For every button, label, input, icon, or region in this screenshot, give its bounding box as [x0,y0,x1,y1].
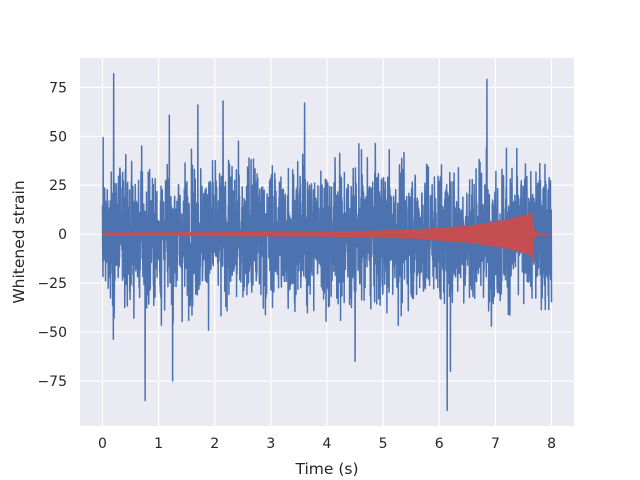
y-tick-label: 50 [49,129,67,145]
x-tick-label: 0 [98,436,107,452]
x-tick-label: 8 [547,436,556,452]
x-tick-label: 5 [379,436,388,452]
y-tick-label: 25 [49,178,67,194]
x-tick-label: 4 [323,436,332,452]
series-layer [101,72,553,412]
x-axis-label: Time (s) [294,460,358,478]
y-tick-label: −25 [37,276,67,292]
y-tick-label: 75 [49,80,67,96]
x-tick-label: 2 [210,436,219,452]
template-waveform-line [101,212,552,261]
y-tick-labels: −75 −50 −25 0 25 50 75 [37,80,67,390]
y-axis-label: Whitened strain [10,180,28,303]
x-tick-label: 1 [154,436,163,452]
x-tick-labels: 0 1 2 3 4 5 6 7 8 [98,436,556,452]
y-tick-label: −50 [37,325,67,341]
y-tick-label: 0 [58,227,67,243]
x-tick-label: 3 [266,436,275,452]
y-tick-label: −75 [37,374,67,390]
x-tick-label: 6 [435,436,444,452]
x-tick-label: 7 [491,436,500,452]
